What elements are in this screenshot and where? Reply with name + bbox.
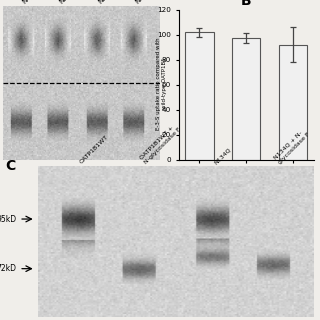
Text: 95kD: 95kD (0, 214, 16, 224)
Bar (185, 32, 213, 160)
Text: N134Q: N134Q (213, 146, 232, 165)
Text: N617Q: N617Q (134, 0, 156, 5)
Text: OATP1B1WT +
N-glycosidase F: OATP1B1WT + N-glycosidase F (139, 122, 182, 165)
Text: N432Q: N432Q (21, 0, 44, 5)
Text: C: C (5, 159, 16, 173)
Text: N134Q + N-
glycosidase F: N134Q + N- glycosidase F (273, 127, 311, 165)
Bar (279, 45, 308, 160)
Title: B: B (241, 0, 252, 8)
Text: N516Q: N516Q (97, 0, 119, 5)
Text: E-3-S uptake ratio compared with
wild-type OATP1B1: E-3-S uptake ratio compared with wild-ty… (156, 37, 167, 130)
Text: N503Q: N503Q (58, 0, 80, 5)
Text: 72kD: 72kD (0, 264, 16, 273)
Bar (232, 38, 260, 160)
Text: OATP1B1WT: OATP1B1WT (79, 134, 109, 165)
